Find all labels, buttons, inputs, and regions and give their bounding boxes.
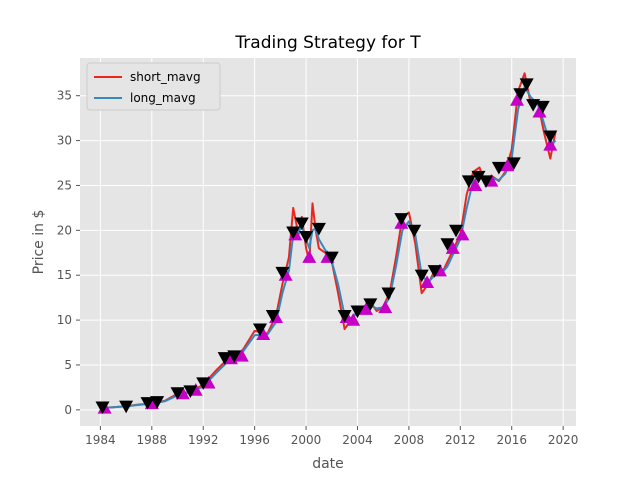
x-tick-label: 2012 xyxy=(445,433,476,447)
x-tick-label: 1984 xyxy=(85,433,116,447)
y-tick-labels: 0 5 10 15 20 25 30 35 xyxy=(57,89,80,417)
sell-signal-marker xyxy=(513,88,528,101)
y-tick-label: 5 xyxy=(64,358,72,372)
x-tick-label: 2020 xyxy=(548,433,579,447)
y-tick-label: 15 xyxy=(57,268,72,282)
sell-signal-marker xyxy=(252,323,267,337)
buy-signal-marker xyxy=(302,250,317,263)
sell-signal-marker xyxy=(294,217,309,231)
sell-signal-marker xyxy=(170,387,185,400)
y-tick-label: 20 xyxy=(57,223,72,237)
buy-signal-marker xyxy=(468,178,483,192)
x-tick-label: 2004 xyxy=(342,433,373,447)
sell-signal-marker xyxy=(227,350,242,363)
y-tick-label: 10 xyxy=(57,313,72,327)
signal-markers xyxy=(95,78,558,415)
buy-signal-marker xyxy=(378,300,393,314)
sell-signal-marker xyxy=(471,170,486,184)
sell-signal-marker xyxy=(407,224,422,238)
sell-signal-marker xyxy=(394,213,409,226)
legend-label-long-mavg: long_mavg xyxy=(130,91,196,105)
buy-signal-marker xyxy=(420,275,435,288)
sell-signal-marker xyxy=(150,396,165,409)
plot-area xyxy=(80,58,576,426)
buy-signal-marker xyxy=(359,302,374,315)
sell-signal-marker xyxy=(506,157,521,171)
x-tick-label: 2000 xyxy=(291,433,322,447)
sell-signal-marker xyxy=(543,130,558,144)
sell-signal-marker xyxy=(337,310,352,323)
sell-signal-marker xyxy=(217,352,232,365)
y-tick-label: 25 xyxy=(57,178,72,192)
sell-signal-marker xyxy=(440,238,455,251)
sell-signal-marker xyxy=(286,226,301,240)
sell-signal-marker xyxy=(95,401,110,415)
y-tick-label: 0 xyxy=(64,403,72,417)
y-tick-label: 35 xyxy=(57,89,72,103)
buy-signal-marker xyxy=(500,158,515,172)
x-tick-label: 1996 xyxy=(239,433,270,447)
sell-signal-marker xyxy=(140,397,155,410)
x-tick-label: 1988 xyxy=(137,433,168,447)
sell-signal-marker xyxy=(265,310,280,323)
x-tick-labels: 1984 1988 1992 1996 2000 2004 2008 2012 2016 2020 xyxy=(85,426,578,447)
buy-signal-marker xyxy=(455,227,470,241)
x-tick-label: 1992 xyxy=(188,433,219,447)
sell-signal-marker xyxy=(119,400,134,414)
sell-signal-marker xyxy=(479,175,494,188)
x-tick-label: 2016 xyxy=(496,433,527,447)
sell-signal-marker xyxy=(427,265,442,278)
x-axis-label: date xyxy=(312,456,344,472)
sell-signal-marker xyxy=(519,78,534,92)
sell-signal-marker xyxy=(535,100,550,114)
sell-signal-marker xyxy=(414,269,429,283)
sell-signal-marker xyxy=(311,222,326,236)
grid-lines xyxy=(80,58,576,426)
chart-title: Trading Strategy for T xyxy=(234,33,421,53)
sell-signal-marker xyxy=(449,224,464,238)
sell-signal-marker xyxy=(324,251,339,265)
sell-signal-marker xyxy=(461,175,476,188)
legend: short_mavg long_mavg xyxy=(86,62,221,111)
sell-signal-marker xyxy=(275,266,290,280)
sell-signal-marker xyxy=(381,287,396,301)
x-tick-label: 2008 xyxy=(394,433,425,447)
sell-signal-marker xyxy=(183,385,198,398)
buy-signal-marker xyxy=(510,93,525,106)
buy-signal-marker xyxy=(256,327,271,341)
y-axis-label: Price in $ xyxy=(31,210,47,275)
legend-label-short-mavg: short_mavg xyxy=(130,70,201,84)
buy-signal-marker xyxy=(543,138,558,151)
y-tick-label: 30 xyxy=(57,134,72,148)
sell-signal-marker xyxy=(363,298,378,311)
buy-signal-marker xyxy=(532,104,547,118)
sell-signal-marker xyxy=(299,231,314,244)
buy-signal-marker xyxy=(445,241,460,254)
sell-signal-marker xyxy=(196,377,211,390)
sell-signal-marker xyxy=(491,161,506,175)
sell-signal-marker xyxy=(350,305,365,319)
buy-signal-marker xyxy=(234,348,249,362)
buy-signal-marker xyxy=(346,313,361,326)
